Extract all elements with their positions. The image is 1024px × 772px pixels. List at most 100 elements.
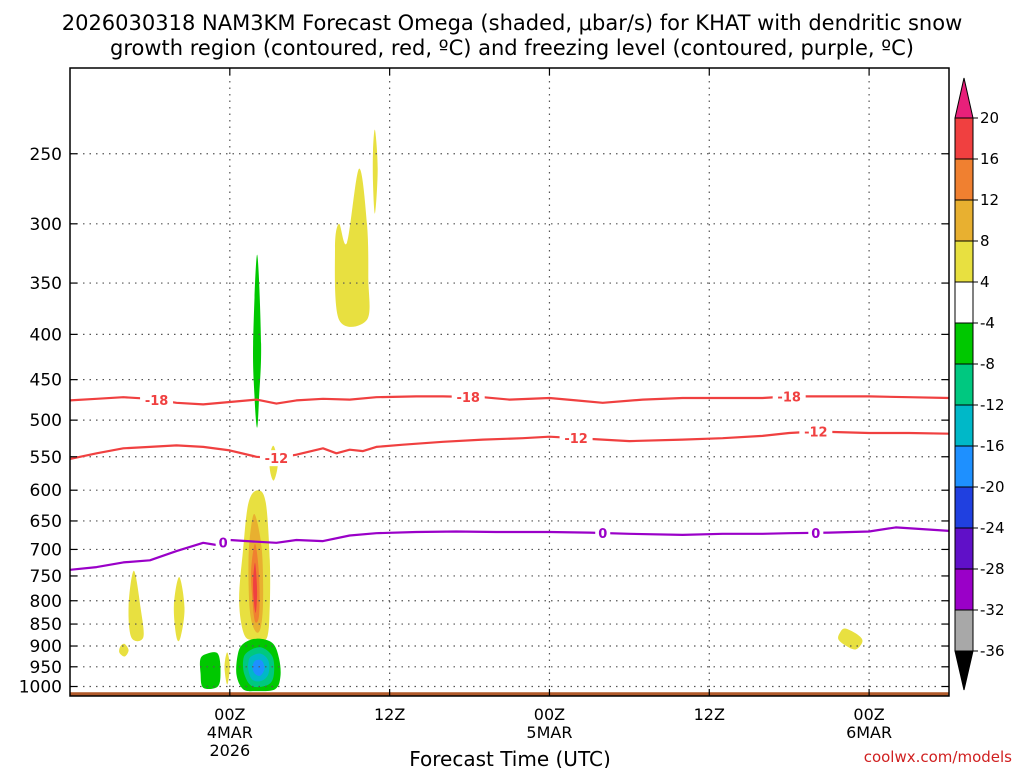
contour-label-bg xyxy=(595,524,611,541)
x-tick-label: 12Z xyxy=(374,705,405,724)
x-tick-label: 4MAR xyxy=(207,723,253,742)
contour-label: 0 xyxy=(598,527,607,542)
x-tick-label: 00Z xyxy=(534,705,565,724)
chart-title-line1: 2026030318 NAM3KM Forecast Omega (shaded… xyxy=(62,11,963,35)
y-tick-label: 800 xyxy=(30,592,62,612)
x-tick-label: 6MAR xyxy=(846,723,892,742)
colorbar-swatch xyxy=(954,363,974,406)
omega-cell xyxy=(253,562,258,613)
contour-label: -12 xyxy=(804,425,828,440)
ground-surface xyxy=(70,692,949,696)
y-tick-label: 900 xyxy=(30,637,62,657)
colorbar-cap-bottom xyxy=(954,650,974,691)
colorbar-label: 16 xyxy=(980,150,999,168)
contour-label-bg xyxy=(451,388,485,405)
y-tick-label: 450 xyxy=(30,371,62,391)
colorbar-swatch xyxy=(954,117,974,160)
colorbar-swatch xyxy=(954,240,974,283)
colorbar-label: -28 xyxy=(980,560,1005,578)
y-tick-label: 750 xyxy=(30,567,62,587)
contour-label: -18 xyxy=(145,394,169,409)
y-tick-label: 650 xyxy=(30,512,62,532)
colorbar-label: -24 xyxy=(980,519,1005,537)
omega-shading xyxy=(119,129,863,692)
contour-label-bg xyxy=(808,524,824,541)
contour-label-bg xyxy=(215,534,231,551)
contour-line xyxy=(69,395,950,406)
grid-layer xyxy=(70,68,949,696)
colorbar-label: -32 xyxy=(980,601,1005,619)
credit-text: coolwx.com/models xyxy=(864,748,1012,766)
y-tick-label: 950 xyxy=(30,658,62,678)
omega-cell xyxy=(119,643,129,657)
contour-line xyxy=(69,526,950,571)
contour-label: -12 xyxy=(564,432,588,447)
x-tick-label: 00Z xyxy=(214,705,245,724)
y-tick-label: 250 xyxy=(30,145,62,165)
omega-cell xyxy=(334,168,370,327)
colorbar-label: -16 xyxy=(980,437,1005,455)
colorbar-swatch xyxy=(954,527,974,570)
contour-label: -18 xyxy=(456,391,480,406)
colorbar-label: -8 xyxy=(980,355,995,373)
y-tick-label: 350 xyxy=(30,274,62,294)
contour-label: 0 xyxy=(219,537,228,552)
colorbar: 20 16 12 8 4 -4 -8 -12 -16 -20 -24 -28 -32 -36 xyxy=(954,77,1005,691)
y-tick-label: 700 xyxy=(30,540,62,560)
colorbar-swatch xyxy=(954,199,974,242)
contour-label-bg xyxy=(772,388,806,405)
y-tick-label: 550 xyxy=(30,448,62,468)
y-tick-label: 500 xyxy=(30,411,62,431)
plot-frame xyxy=(69,67,950,697)
plot-area: -18 -18 -18 -12 -12 -12 0 0 0 xyxy=(69,67,950,697)
omega-cell xyxy=(173,576,185,642)
colorbar-label: 12 xyxy=(980,191,999,209)
colorbar-label: 20 xyxy=(980,109,999,127)
omega-cell xyxy=(838,628,863,650)
colorbar-swatch xyxy=(954,568,974,611)
x-axis-label: Forecast Time (UTC) xyxy=(409,747,611,768)
omega-cell xyxy=(252,659,265,676)
omega-cell xyxy=(199,652,221,690)
colorbar-swatch xyxy=(954,486,974,529)
omega-cell xyxy=(253,254,262,428)
omega-cell xyxy=(128,570,144,642)
omega-cell xyxy=(372,129,378,214)
y-axis: 2503003504004505005506006507007508008509… xyxy=(19,145,949,698)
x-tick-label: 12Z xyxy=(694,705,725,724)
colorbar-label: 8 xyxy=(980,232,990,250)
contour-line xyxy=(69,430,950,460)
contour-label: -18 xyxy=(777,390,801,405)
chart-title-line2: growth region (contoured, red, ºC) and f… xyxy=(110,36,914,60)
contour-layer: -18 -18 -18 -12 -12 -12 0 0 0 xyxy=(69,388,950,571)
contour-label: -12 xyxy=(265,452,289,467)
y-tick-label: 400 xyxy=(30,325,62,345)
colorbar-label: 4 xyxy=(980,273,990,291)
colorbar-swatch xyxy=(954,404,974,447)
x-tick-label: 00Z xyxy=(853,705,884,724)
colorbar-label: -4 xyxy=(980,314,995,332)
colorbar-swatch xyxy=(954,609,974,652)
omega-cell xyxy=(224,652,230,685)
colorbar-label: -20 xyxy=(980,478,1005,496)
x-tick-label: 5MAR xyxy=(526,723,572,742)
colorbar-swatch xyxy=(954,158,974,201)
y-tick-label: 600 xyxy=(30,481,62,501)
contour-label-bg xyxy=(559,430,593,447)
y-tick-label: 300 xyxy=(30,215,62,235)
colorbar-label: -36 xyxy=(980,642,1005,660)
contour-label-bg xyxy=(259,450,293,467)
x-tick-label: 2026 xyxy=(209,741,250,760)
colorbar-swatch xyxy=(954,322,974,365)
contour-label-bg xyxy=(140,391,174,408)
colorbar-swatch xyxy=(954,445,974,488)
ground-layer xyxy=(70,692,949,696)
colorbar-swatch xyxy=(954,281,974,324)
contour-label-bg xyxy=(799,423,833,440)
colorbar-cap-top xyxy=(954,77,974,119)
contour-label: 0 xyxy=(811,527,820,542)
y-tick-label: 1000 xyxy=(19,678,62,698)
